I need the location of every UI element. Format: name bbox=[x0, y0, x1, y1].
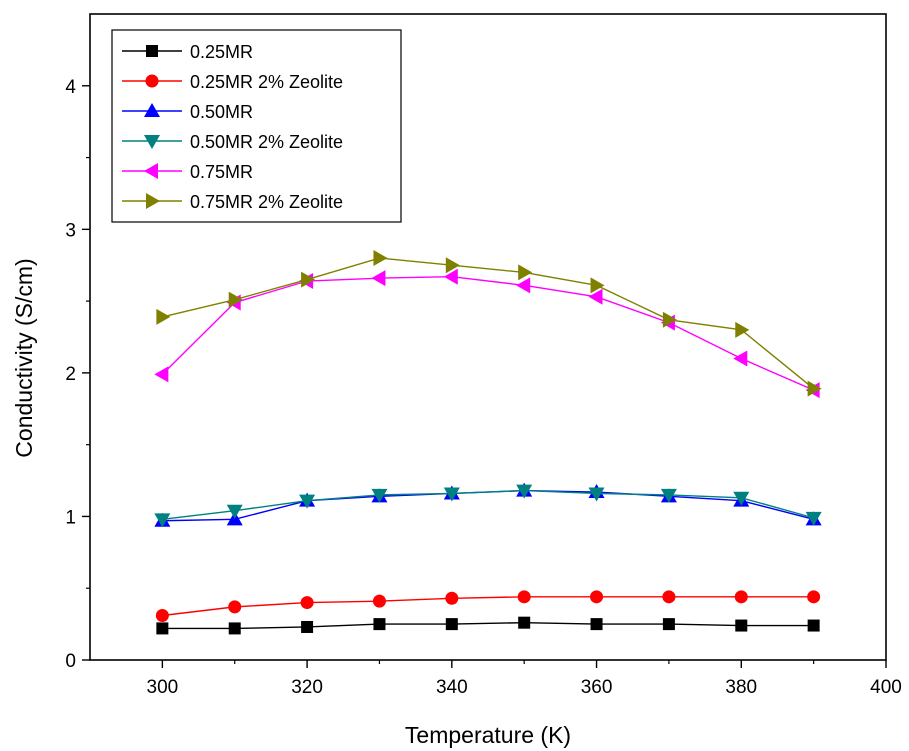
y-tick-label: 3 bbox=[65, 220, 76, 241]
legend: 0.25MR 0.25MR 2% Zeolite 0.50MR 0.50MR 2% Z… bbox=[111, 29, 402, 223]
data-point bbox=[588, 288, 603, 305]
data-point bbox=[733, 350, 748, 367]
legend-entry: 0.25MR 2% Zeolite bbox=[122, 72, 343, 92]
series-line bbox=[162, 596, 814, 617]
data-point bbox=[662, 311, 677, 328]
x-tick-label: 340 bbox=[436, 677, 468, 698]
legend-marker bbox=[144, 163, 158, 179]
series-6 bbox=[156, 250, 822, 397]
series-line bbox=[161, 276, 814, 391]
x-axis-title: Temperature (K) bbox=[405, 722, 571, 748]
series-3 bbox=[154, 482, 822, 527]
legend-entry: 0.75MR 2% Zeolite bbox=[122, 192, 343, 212]
legend-marker bbox=[145, 74, 159, 88]
axis-ticks: 300 320 340 360 380 400 0 1 2 3 4 bbox=[65, 77, 901, 698]
series-5 bbox=[154, 268, 820, 399]
data-point bbox=[301, 271, 316, 288]
data-point bbox=[373, 250, 388, 267]
data-point bbox=[807, 380, 822, 397]
data-point bbox=[734, 590, 748, 604]
data-point bbox=[517, 590, 531, 604]
data-point bbox=[299, 494, 316, 509]
y-tick-label: 4 bbox=[65, 77, 76, 98]
data-point bbox=[660, 488, 677, 503]
legend-label: 0.75MR 2% Zeolite bbox=[190, 192, 343, 212]
legend-entry: 0.50MR 2% Zeolite bbox=[122, 132, 343, 152]
data-point bbox=[805, 511, 822, 526]
x-tick-label: 320 bbox=[291, 677, 323, 698]
data-point bbox=[228, 291, 243, 308]
data-point bbox=[662, 618, 675, 631]
data-point bbox=[371, 488, 388, 503]
data-point bbox=[662, 590, 676, 604]
data-point bbox=[443, 268, 458, 285]
x-tick-label: 400 bbox=[870, 677, 902, 698]
y-tick-label: 0 bbox=[65, 651, 76, 672]
data-point bbox=[735, 321, 750, 338]
legend-label: 0.50MR 2% Zeolite bbox=[190, 132, 343, 152]
data-point bbox=[807, 590, 821, 604]
data-point bbox=[155, 608, 169, 622]
legend-box bbox=[111, 29, 402, 223]
data-point bbox=[228, 622, 241, 635]
data-point bbox=[228, 600, 242, 614]
data-point bbox=[445, 257, 460, 274]
data-point bbox=[588, 487, 605, 502]
y-tick-label: 2 bbox=[65, 364, 76, 385]
data-point bbox=[156, 622, 169, 635]
legend-entry: 0.75MR bbox=[122, 162, 253, 182]
legend-label: 0.50MR bbox=[190, 102, 253, 122]
data-point bbox=[154, 366, 169, 383]
data-point bbox=[154, 513, 171, 528]
data-point bbox=[226, 504, 243, 519]
series-line bbox=[162, 257, 815, 390]
data-point bbox=[518, 616, 531, 629]
data-point bbox=[807, 619, 820, 632]
data-point bbox=[445, 618, 458, 631]
data-point bbox=[301, 620, 314, 633]
series-line bbox=[162, 621, 814, 630]
data-point bbox=[443, 487, 460, 502]
data-point bbox=[373, 618, 386, 631]
data-point bbox=[590, 277, 605, 294]
data-point bbox=[371, 270, 386, 287]
legend-entry: 0.50MR bbox=[122, 102, 253, 122]
data-point bbox=[733, 491, 750, 506]
series-1 bbox=[156, 616, 820, 635]
data-point bbox=[516, 277, 531, 294]
legend-marker bbox=[144, 135, 160, 149]
legend-marker bbox=[146, 193, 160, 209]
data-point bbox=[590, 590, 604, 604]
data-point bbox=[590, 618, 603, 631]
series-2 bbox=[155, 590, 821, 622]
data-point bbox=[735, 619, 748, 632]
series-layer bbox=[154, 250, 822, 635]
x-tick-label: 300 bbox=[147, 677, 179, 698]
legend-marker bbox=[144, 103, 160, 117]
data-point bbox=[516, 484, 533, 499]
data-point bbox=[372, 594, 386, 608]
data-point bbox=[300, 596, 314, 610]
x-tick-label: 360 bbox=[581, 677, 613, 698]
plot-frame bbox=[89, 13, 887, 661]
legend-entry: 0.25MR bbox=[122, 42, 253, 62]
data-point bbox=[445, 591, 459, 605]
legend-label: 0.75MR bbox=[190, 162, 253, 182]
y-axis-title: Conductivity (S/cm) bbox=[11, 258, 37, 457]
series-4 bbox=[154, 484, 822, 528]
data-point bbox=[156, 308, 171, 325]
legend-marker bbox=[146, 45, 158, 57]
series-line bbox=[162, 489, 814, 522]
legend-label: 0.25MR 2% Zeolite bbox=[190, 72, 343, 92]
series-line bbox=[162, 489, 814, 521]
x-tick-label: 380 bbox=[725, 677, 757, 698]
legend-label: 0.25MR bbox=[190, 42, 253, 62]
y-tick-label: 1 bbox=[65, 507, 76, 528]
data-point bbox=[518, 264, 533, 281]
